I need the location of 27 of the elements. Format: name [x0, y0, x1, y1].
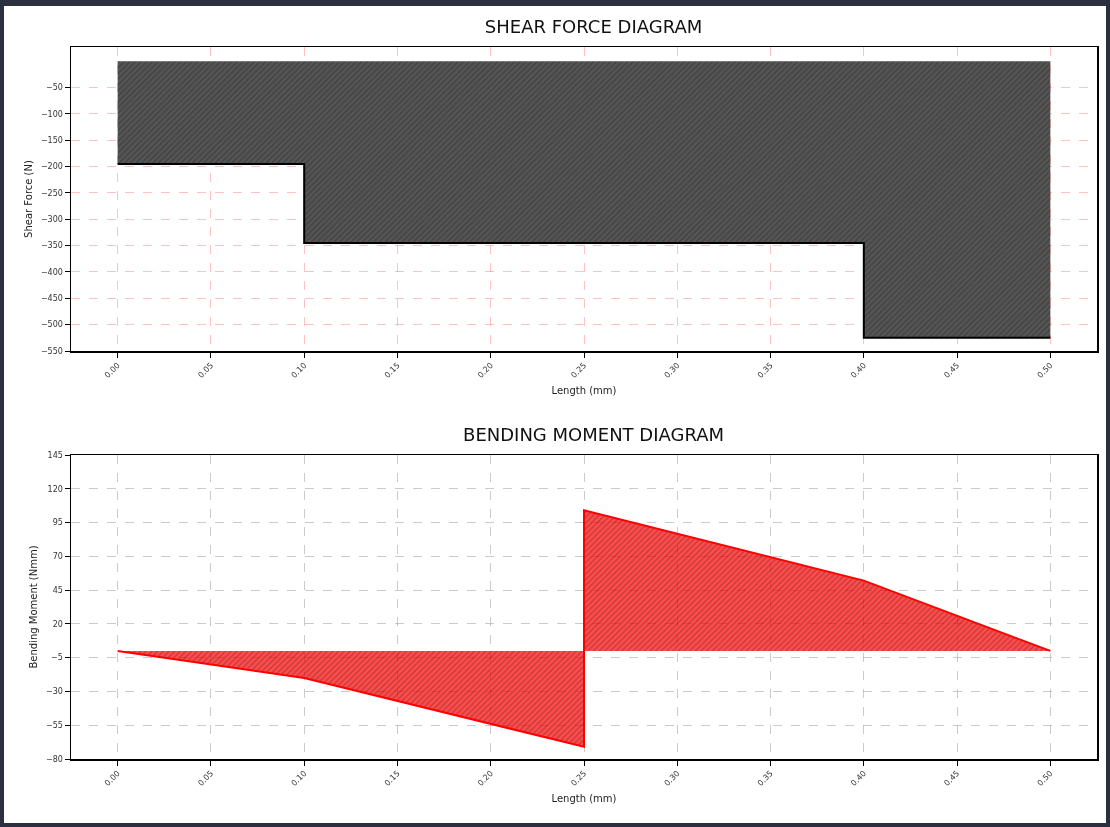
- y-tick-label: −55: [46, 721, 63, 731]
- y-tick-label: −550: [40, 346, 63, 356]
- y-tick-label: 45: [52, 585, 63, 595]
- x-axis-title: Length (mm): [551, 793, 617, 805]
- y-tick-label: 145: [47, 450, 63, 460]
- y-tick-label: 120: [47, 484, 63, 494]
- y-tick-label: 70: [52, 552, 63, 562]
- y-tick-label: −50: [46, 83, 63, 93]
- x-axis-title: Length (mm): [551, 385, 617, 397]
- y-tick-label: −350: [40, 241, 63, 251]
- y-tick-label: 20: [52, 619, 63, 629]
- y-axis-title: Bending Moment (Nmm): [28, 545, 40, 669]
- y-tick-label: −150: [40, 136, 63, 146]
- y-tick-label: −500: [40, 320, 63, 330]
- y-tick-label: −450: [40, 294, 63, 304]
- y-tick-label: −300: [40, 215, 63, 225]
- y-tick-label: −100: [40, 109, 63, 119]
- y-tick-label: −5: [51, 653, 63, 663]
- y-tick-label: −250: [40, 188, 63, 198]
- y-axis-title: Shear Force (N): [23, 160, 35, 238]
- chart-title: SHEAR FORCE DIAGRAM: [484, 15, 703, 37]
- y-tick-label: −200: [40, 162, 63, 172]
- y-tick-label: −400: [40, 267, 63, 277]
- y-tick-label: −80: [46, 754, 63, 764]
- chart-title: BENDING MOMENT DIAGRAM: [463, 423, 725, 445]
- y-tick-label: 95: [52, 518, 63, 528]
- y-tick-label: −30: [46, 687, 63, 697]
